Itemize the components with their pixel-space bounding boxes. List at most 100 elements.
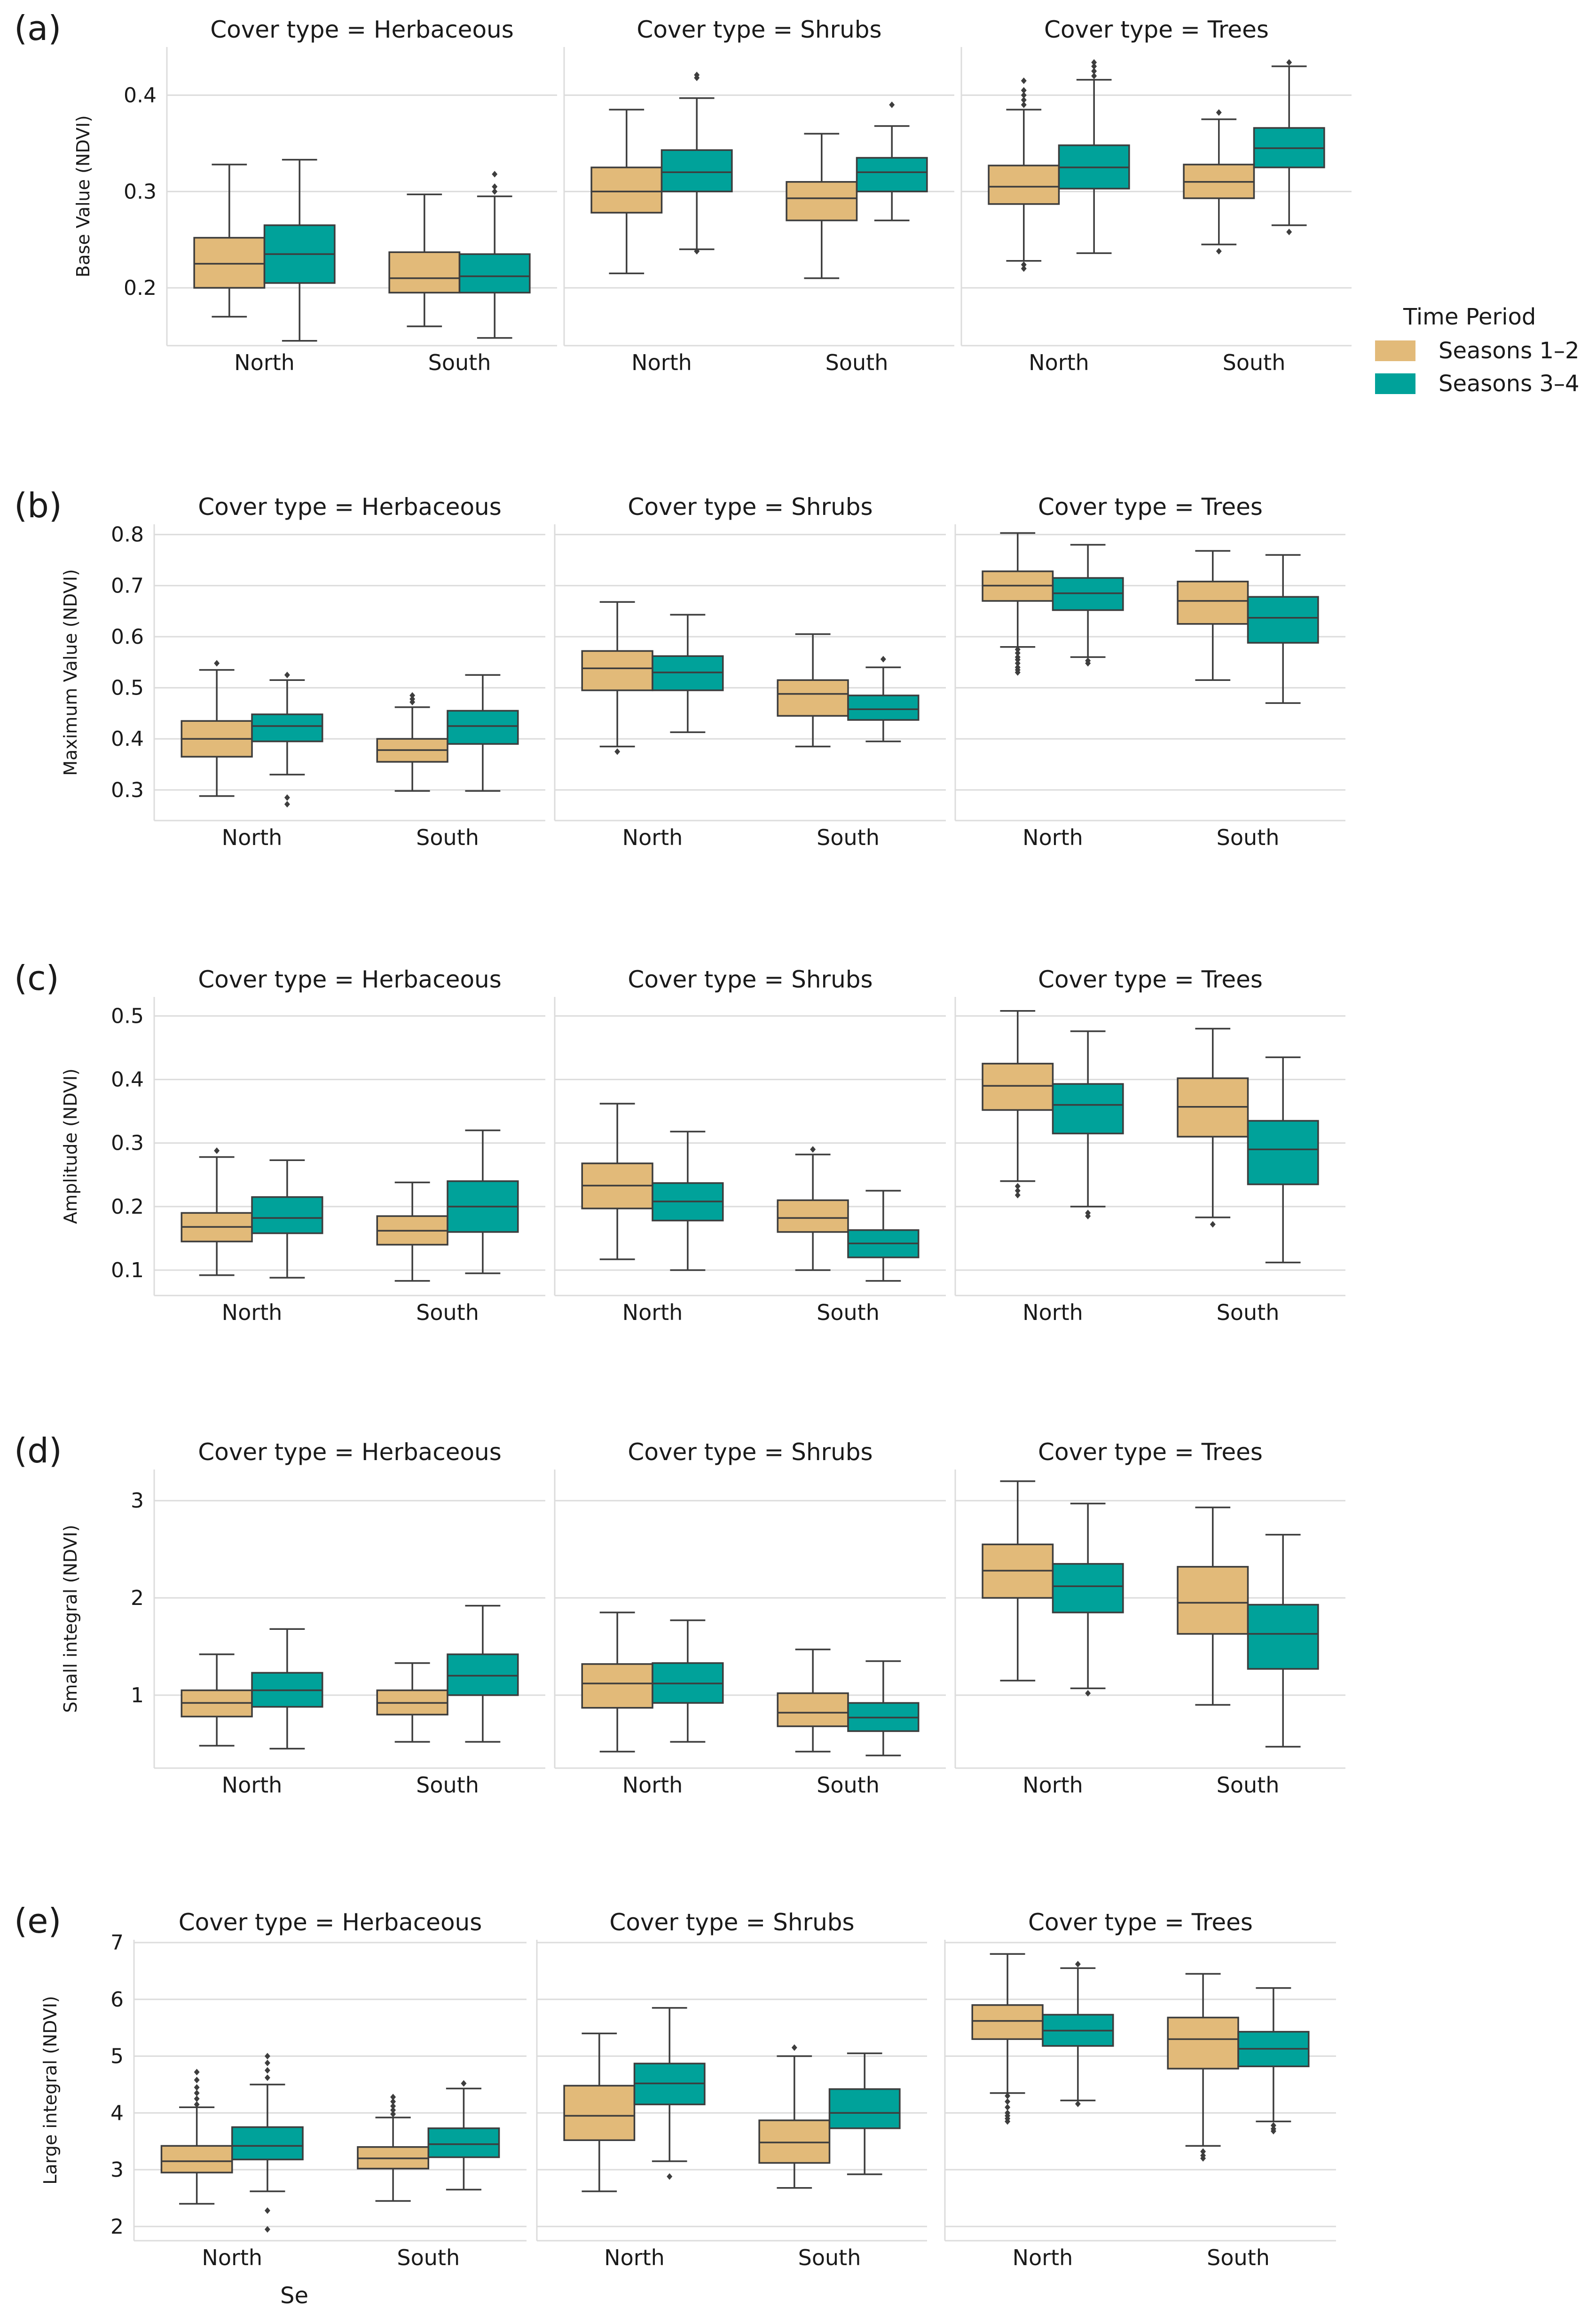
box-seasons-3-4 [652, 1619, 724, 1743]
box-seasons-1-2 [971, 1953, 1044, 2125]
box-seasons-3-4 [458, 171, 531, 339]
group-south: South [1183, 59, 1325, 375]
facet-title: Cover type = Herbaceous [198, 1438, 502, 1466]
box-seasons-1-2 [376, 692, 448, 792]
group-south: South [388, 171, 531, 375]
outlier-point [1014, 660, 1021, 667]
group-south: South [376, 674, 519, 850]
y-tick-label: 0.4 [111, 727, 144, 751]
outlier-point [791, 2044, 797, 2051]
outlier-point [194, 2095, 200, 2102]
outlier-point [284, 794, 290, 801]
group-south: South [357, 2080, 500, 2270]
group-north: North [988, 59, 1130, 375]
group-north: North [982, 532, 1124, 850]
facet-cover-type-herbaceous: 1 2 3 Cover type = Herbaceous North South [131, 1438, 545, 1798]
outlier-point [264, 2067, 270, 2074]
facet-title: Cover type = Trees [1028, 1909, 1253, 1936]
box-seasons-1-2 [1177, 550, 1249, 681]
outlier-point [264, 2207, 270, 2214]
y-tick-label: 3 [110, 2158, 124, 2182]
outlier-point [694, 248, 700, 255]
group-north: North [160, 2053, 304, 2270]
outlier-point [1075, 2100, 1081, 2107]
group-north: North [581, 601, 724, 850]
facet-cover-type-shrubs: Cover type = Shrubs North South [536, 1909, 927, 2270]
facet-title: Cover type = Trees [1038, 493, 1263, 521]
box-seasons-3-4 [652, 614, 724, 733]
box-iqr [563, 2085, 636, 2141]
box-iqr [777, 679, 849, 717]
outlier-point [1005, 2093, 1011, 2100]
outlier-point [1005, 2110, 1011, 2117]
x-tick-label: South [798, 2245, 861, 2270]
x-tick-label: North [222, 825, 283, 850]
box-seasons-3-4 [652, 1130, 724, 1271]
box-iqr [1052, 1563, 1124, 1613]
y-tick-label: 0.5 [111, 1004, 144, 1028]
box-seasons-1-2 [581, 601, 653, 755]
facet-cover-type-shrubs: Cover type = Shrubs North South [563, 16, 954, 375]
outlier-point [390, 2098, 396, 2105]
panel-label: (b) [14, 486, 62, 525]
x-tick-label: South [416, 825, 479, 850]
y-axis-label: Amplitude (NDVI) [60, 1068, 81, 1224]
box-iqr [1177, 580, 1249, 625]
facet-title: Cover type = Herbaceous [179, 1909, 482, 1936]
outlier-point [1014, 664, 1021, 671]
box-iqr [988, 165, 1060, 205]
group-south: South [1177, 1027, 1319, 1325]
y-tick-label: 4 [110, 2101, 124, 2125]
outlier-point [614, 748, 621, 755]
x-tick-label: South [1217, 1300, 1280, 1325]
y-axis-label: Small integral (NDVI) [60, 1525, 81, 1713]
group-north: North [181, 660, 323, 850]
box-iqr [660, 149, 733, 193]
box-iqr [971, 2004, 1044, 2040]
group-north: North [193, 158, 336, 375]
outlier-point [409, 695, 416, 703]
group-south: South [777, 1146, 920, 1325]
y-tick-label: 6 [110, 1988, 124, 2012]
box-seasons-1-2 [193, 164, 266, 318]
group-south: South [1167, 1973, 1310, 2270]
box-seasons-3-4 [1253, 59, 1325, 236]
outlier-point [1014, 1192, 1021, 1199]
y-tick-label: 0.4 [124, 83, 157, 107]
y-axis-label: Base Value (NDVI) [73, 115, 94, 277]
outlier-point [492, 188, 498, 195]
group-south: South [376, 1129, 519, 1325]
group-south: South [758, 2044, 901, 2270]
outlier-point [214, 660, 220, 667]
box-seasons-3-4 [1052, 544, 1124, 667]
box-seasons-1-2 [777, 1146, 849, 1271]
x-tick-label: North [622, 1772, 683, 1798]
outlier-point [390, 2102, 396, 2110]
legend-swatch-seasons-1-2 [1375, 340, 1415, 361]
outlier-point [1075, 1960, 1081, 1967]
outlier-point [1286, 59, 1292, 66]
outlier-point [1091, 68, 1097, 75]
box-iqr [447, 1653, 519, 1696]
box-seasons-1-2 [160, 2069, 233, 2205]
box-seasons-1-2 [590, 109, 663, 275]
legend-label-seasons-3-4: Seasons 3–4 [1439, 371, 1580, 397]
legend: Time Period Seasons 1–2 Seasons 3–4 [1375, 304, 1580, 397]
facet-cover-type-trees: Cover type = Trees North South [954, 493, 1345, 850]
outlier-point [1085, 1209, 1091, 1217]
legend-title: Time Period [1403, 304, 1536, 330]
facet-cover-type-shrubs: Cover type = Shrubs North South [554, 493, 946, 850]
outlier-point [284, 801, 290, 808]
facet-cover-type-trees: Cover type = Trees North South [944, 1909, 1336, 2270]
legend-label-seasons-1-2: Seasons 1–2 [1439, 338, 1580, 364]
outlier-point [1091, 72, 1097, 79]
outlier-point [1085, 657, 1091, 664]
x-tick-label: South [1223, 350, 1286, 375]
outlier-point [1014, 654, 1021, 661]
box-seasons-1-2 [581, 1612, 653, 1753]
outlier-point [409, 692, 416, 699]
x-axis-label-partial: Se [280, 2283, 308, 2309]
box-iqr [251, 713, 323, 743]
box-seasons-1-2 [181, 1653, 253, 1747]
group-south: South [376, 1604, 519, 1798]
